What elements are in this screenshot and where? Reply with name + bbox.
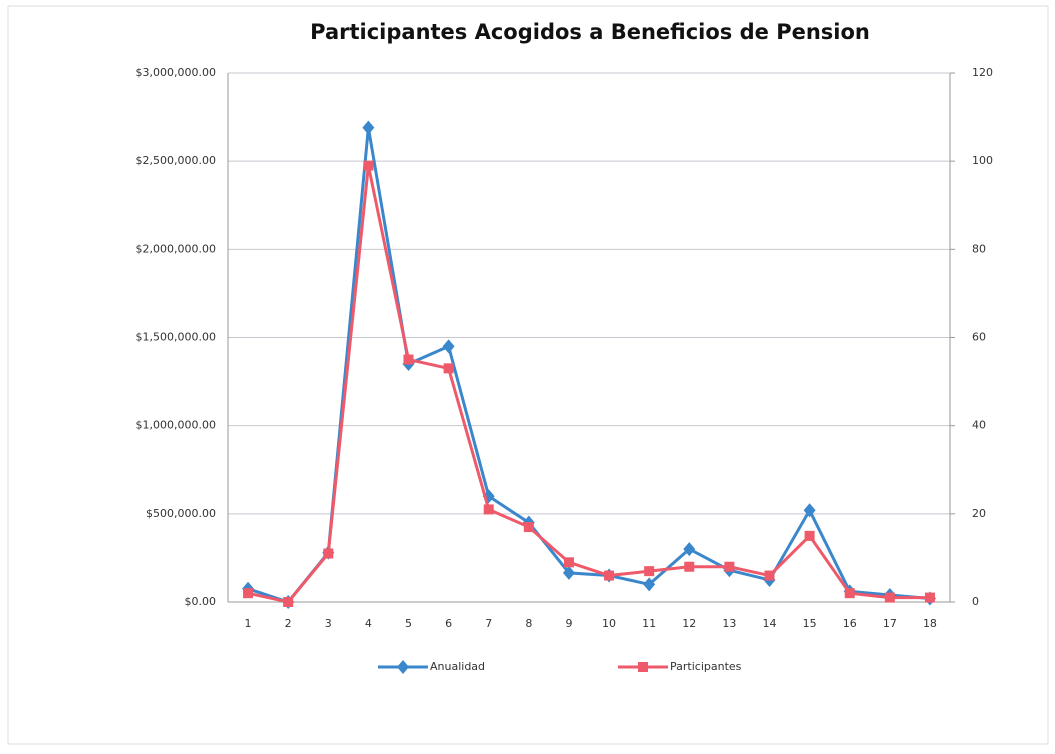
x-tick-label: 2 <box>285 617 292 630</box>
point <box>362 120 375 135</box>
point <box>804 530 815 541</box>
point <box>283 597 294 607</box>
y-tick-label: $500,000.00 <box>146 507 216 520</box>
x-tick-label: 16 <box>843 617 857 630</box>
point <box>604 570 615 581</box>
point <box>803 503 816 518</box>
y2-tick-label: 0 <box>972 595 979 608</box>
x-tick-label: 10 <box>602 617 616 630</box>
y2-tick-label: 40 <box>972 419 986 432</box>
point <box>243 588 254 599</box>
point <box>683 542 696 557</box>
point <box>684 561 695 572</box>
y2-tick-label: 100 <box>972 154 993 167</box>
point <box>363 160 374 171</box>
x-tick-label: 15 <box>803 617 817 630</box>
y2-tick-label: 80 <box>972 242 986 255</box>
y-tick-label: $2,000,000.00 <box>136 242 216 255</box>
x-tick-label: 5 <box>405 617 412 630</box>
point <box>724 561 735 572</box>
x-tick-label: 18 <box>923 617 937 630</box>
y-tick-label: $3,000,000.00 <box>136 66 216 79</box>
point <box>884 592 895 603</box>
x-tick-label: 3 <box>325 617 332 630</box>
y2-tick-label: 120 <box>972 66 993 79</box>
x-tick-label: 13 <box>722 617 736 630</box>
point <box>643 577 656 592</box>
point <box>403 354 414 365</box>
y-tick-label: $2,500,000.00 <box>136 154 216 167</box>
x-tick-label: 1 <box>245 617 252 630</box>
chart-frame <box>7 5 1049 745</box>
x-tick-label: 14 <box>763 617 777 630</box>
x-tick-label: 6 <box>445 617 452 630</box>
point <box>924 592 935 603</box>
y-tick-label: $1,000,000.00 <box>136 419 216 432</box>
point <box>442 339 455 354</box>
x-tick-label: 12 <box>682 617 696 630</box>
series-line <box>247 127 931 604</box>
point <box>644 566 655 577</box>
x-tick-label: 8 <box>525 617 532 630</box>
y2-tick-label: 20 <box>972 507 986 520</box>
point <box>397 660 409 674</box>
point <box>443 363 454 374</box>
point <box>638 662 648 672</box>
x-tick-label: 17 <box>883 617 897 630</box>
y2-tick-label: 60 <box>972 331 986 344</box>
point <box>483 504 494 515</box>
x-tick-label: 4 <box>365 617 372 630</box>
y-tick-label: $0.00 <box>185 595 217 608</box>
x-tick-label: 11 <box>642 617 656 630</box>
point <box>563 557 574 568</box>
series-line <box>247 165 930 604</box>
x-tick-label: 9 <box>565 617 572 630</box>
point <box>562 565 575 580</box>
point <box>764 570 775 581</box>
legend-label: Participantes <box>670 660 742 673</box>
y-tick-label: $1,500,000.00 <box>136 331 216 344</box>
point <box>323 548 334 559</box>
chart-title: Participantes Acogidos a Beneficios de P… <box>310 20 870 44</box>
legend-label: Anualidad <box>430 660 485 673</box>
point <box>844 588 855 599</box>
x-tick-label: 7 <box>485 617 492 630</box>
point <box>523 522 534 533</box>
